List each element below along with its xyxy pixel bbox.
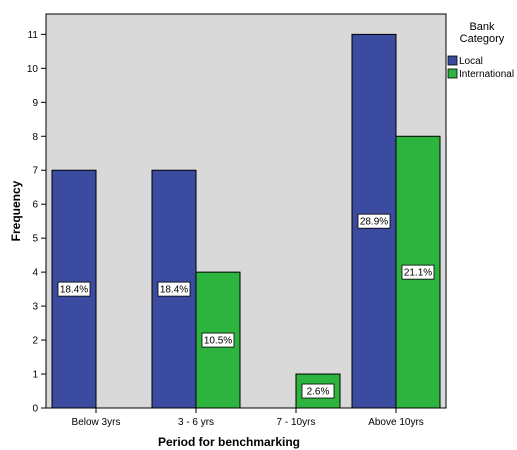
data-label-box (301, 383, 335, 399)
data-label: 2.6% (307, 387, 330, 398)
data-label-box (57, 281, 91, 297)
legend-title-line2: Category (460, 33, 505, 45)
y-tick-label: 1 (32, 370, 38, 381)
y-tick-label: 0 (32, 404, 38, 415)
bars-layer: 18.4% 18.4% 10.5% 2.6% 28.9% 21.1% (51, 33, 441, 409)
data-label: 18.4% (60, 285, 88, 296)
data-label-box (401, 264, 435, 280)
legend-swatch-international (447, 68, 458, 79)
y-tick-label: 9 (32, 98, 38, 109)
y-tick-label: 7 (32, 166, 38, 177)
y-axis-title: Frequency (9, 180, 23, 241)
x-tick-label: 7 - 10yrs (277, 417, 316, 428)
data-label-box (201, 332, 235, 348)
legend-label-international: International (459, 69, 514, 80)
y-tick-label: 2 (32, 336, 38, 347)
x-tick-label: Above 10yrs (368, 417, 424, 428)
y-tick-label: 8 (32, 132, 38, 143)
data-label: 10.5% (204, 336, 232, 347)
legend: Bank Category Local International (447, 21, 514, 80)
data-label: 21.1% (404, 268, 432, 279)
data-label: 28.9% (360, 217, 388, 228)
legend-label-local: Local (459, 56, 483, 67)
x-axis: Below 3yrs 3 - 6 yrs 7 - 10yrs Above 10yrs (72, 408, 424, 428)
y-tick-label: 3 (32, 302, 38, 313)
legend-title-line1: Bank (469, 21, 495, 33)
y-tick-label: 4 (32, 268, 38, 279)
y-axis: 0 1 2 3 4 5 6 7 8 9 10 11 (27, 30, 46, 415)
x-axis-title: Period for benchmarking (158, 435, 300, 449)
y-tick-label: 5 (32, 234, 38, 245)
y-tick-label: 6 (32, 200, 38, 211)
x-tick-label: 3 - 6 yrs (178, 417, 214, 428)
data-label: 18.4% (160, 285, 188, 296)
x-tick-label: Below 3yrs (72, 417, 121, 428)
y-tick-label: 10 (27, 64, 39, 75)
data-label-box (357, 213, 391, 229)
y-tick-label: 11 (28, 30, 39, 41)
data-label-box (157, 281, 191, 297)
legend-swatch-local (447, 55, 458, 66)
